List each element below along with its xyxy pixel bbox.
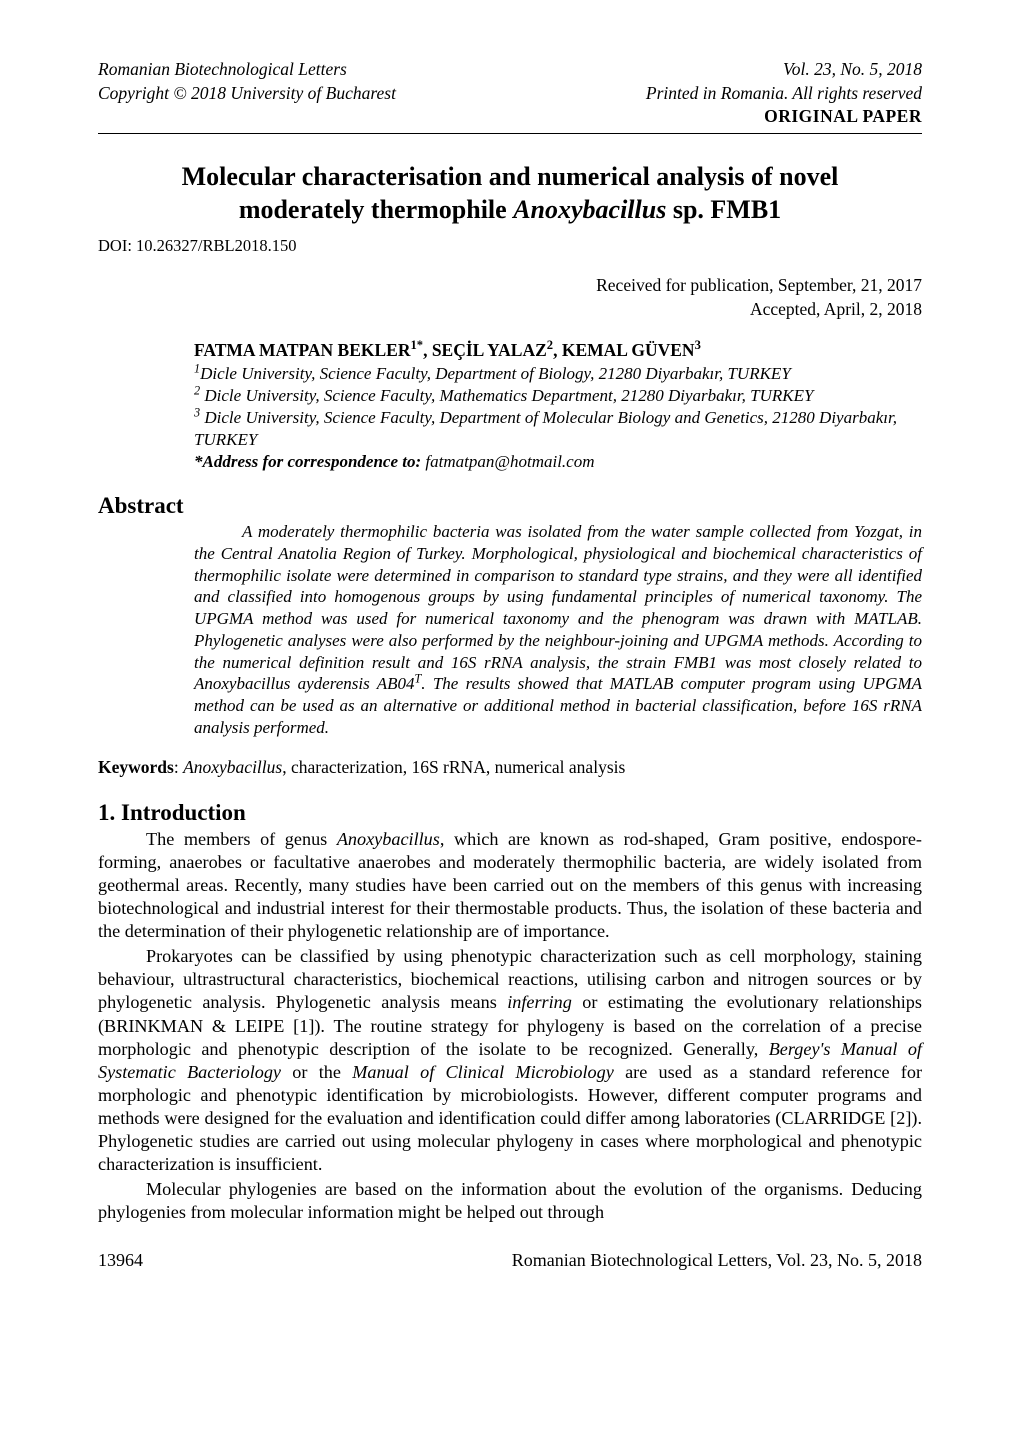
- journal-name: Romanian Biotechnological Letters: [98, 58, 396, 82]
- page: Romanian Biotechnological Letters Copyri…: [0, 0, 1020, 1321]
- title-line2-pre: moderately thermophile: [239, 195, 513, 224]
- keywords-label: Keywords: [98, 757, 174, 777]
- intro-para-2: Prokaryotes can be classified by using p…: [98, 945, 922, 1176]
- footer-citation: Romanian Biotechnological Letters, Vol. …: [512, 1250, 922, 1271]
- title-line2-ital: Anoxybacillus: [513, 195, 666, 224]
- title-line1: Molecular characterisation and numerical…: [98, 160, 922, 193]
- paper-type: ORIGINAL PAPER: [646, 105, 922, 129]
- keywords-rest: , characterization, 16S rRNA, numerical …: [282, 757, 625, 777]
- affiliation-3: 3 Dicle University, Science Faculty, Dep…: [194, 407, 922, 451]
- correspondence: *Address for correspondence to: fatmatpa…: [194, 451, 922, 473]
- authors-line: FATMA MATPAN BEKLER1*, SEÇİL YALAZ2, KEM…: [194, 340, 922, 361]
- correspondence-label: *Address for correspondence to:: [194, 452, 425, 471]
- affiliation-1: 1Dicle University, Science Faculty, Depa…: [194, 363, 922, 385]
- accepted-line: Accepted, April, 2, 2018: [98, 298, 922, 322]
- page-number: 13964: [98, 1250, 143, 1271]
- doi: DOI: 10.26327/RBL2018.150: [98, 236, 922, 256]
- correspondence-email: fatmatpan@hotmail.com: [425, 452, 594, 471]
- abstract-heading: Abstract: [98, 493, 922, 519]
- introduction-heading: 1. Introduction: [98, 800, 922, 826]
- volume-line: Vol. 23, No. 5, 2018: [646, 58, 922, 82]
- journal-header: Romanian Biotechnological Letters Copyri…: [98, 58, 922, 129]
- affiliations-block: 1Dicle University, Science Faculty, Depa…: [194, 363, 922, 473]
- printed-line: Printed in Romania. All rights reserved: [646, 82, 922, 106]
- title-line2-post: sp. FMB1: [666, 195, 781, 224]
- keywords-genus: Anoxybacillus: [183, 757, 282, 777]
- title-line2: moderately thermophile Anoxybacillus sp.…: [98, 193, 922, 226]
- received-block: Received for publication, September, 21,…: [98, 274, 922, 321]
- journal-header-left: Romanian Biotechnological Letters Copyri…: [98, 58, 396, 129]
- keywords-line: Keywords: Anoxybacillus, characterizatio…: [98, 757, 922, 778]
- affiliation-2: 2 Dicle University, Science Faculty, Mat…: [194, 385, 922, 407]
- intro-para-3: Molecular phylogenies are based on the i…: [98, 1178, 922, 1224]
- keywords-colon: :: [174, 757, 183, 777]
- header-rule: [98, 133, 922, 134]
- received-line: Received for publication, September, 21,…: [98, 274, 922, 298]
- journal-header-right: Vol. 23, No. 5, 2018 Printed in Romania.…: [646, 58, 922, 129]
- copyright-line: Copyright © 2018 University of Bucharest: [98, 82, 396, 106]
- abstract-text: A moderately thermophilic bacteria was i…: [194, 521, 922, 739]
- page-footer: 13964 Romanian Biotechnological Letters,…: [98, 1250, 922, 1271]
- intro-para-1: The members of genus Anoxybacillus, whic…: [98, 828, 922, 944]
- article-title: Molecular characterisation and numerical…: [98, 160, 922, 227]
